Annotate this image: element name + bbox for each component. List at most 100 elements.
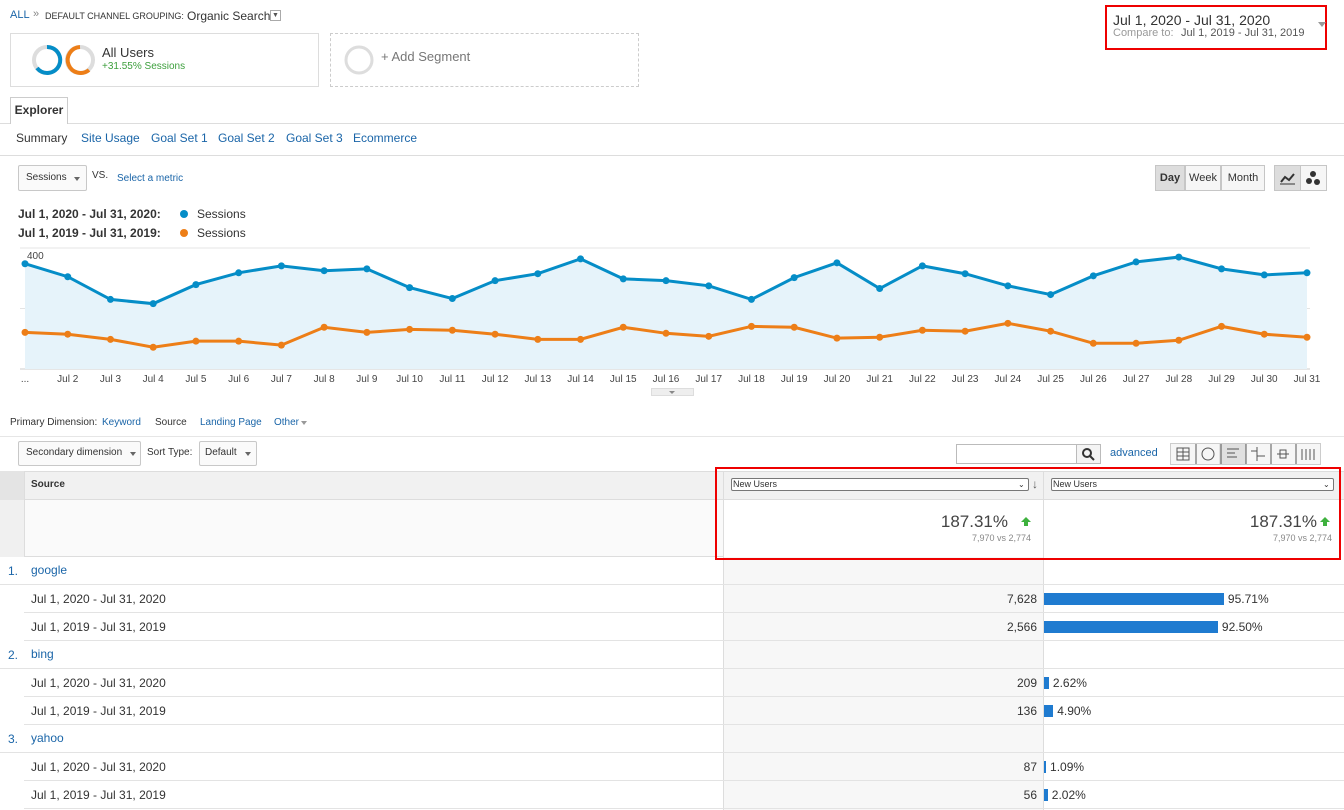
secondary-arrow	[130, 452, 136, 456]
secondary-dimension-select[interactable]	[18, 441, 141, 466]
breadcrumb-all[interactable]: ALL	[10, 9, 30, 21]
granularity-button[interactable]: Month	[1221, 165, 1265, 191]
metric-select-arrow: ⌄	[1323, 480, 1330, 489]
row-source[interactable]: google	[31, 563, 68, 577]
metric-select[interactable]	[731, 478, 1029, 491]
data-point	[64, 273, 72, 281]
motion-chart-toggle[interactable]	[1300, 165, 1327, 191]
share-label: 2.02%	[1051, 788, 1086, 802]
grouping-label: DEFAULT CHANNEL GROUPING:	[45, 11, 184, 21]
row-rule	[0, 668, 1344, 669]
index-header-bg	[0, 471, 24, 500]
data-point	[1132, 258, 1140, 266]
row-rule	[24, 724, 1344, 725]
x-tick-label: Jul 8	[314, 374, 336, 385]
period-label: Jul 1, 2019 - Jul 31, 2019	[31, 620, 166, 634]
date-range-compare: Jul 1, 2019 - Jul 31, 2019	[1181, 27, 1305, 39]
data-point	[1260, 271, 1268, 279]
data-point	[1004, 319, 1012, 327]
x-tick-label: Jul 16	[653, 374, 680, 385]
granularity-button[interactable]: Day	[1155, 165, 1185, 191]
select-metric[interactable]: Select a metric	[117, 173, 184, 184]
data-point	[235, 269, 243, 277]
x-tick-label: Jul 11	[439, 374, 465, 385]
data-point	[106, 295, 114, 303]
subtab[interactable]: Summary	[16, 131, 68, 145]
data-point	[619, 323, 627, 331]
line-chart-toggle[interactable]	[1274, 165, 1301, 191]
data-point	[149, 343, 157, 351]
view-toggles[interactable]	[1170, 443, 1321, 465]
data-point	[961, 327, 969, 335]
x-tick-label: Jul 7	[271, 374, 293, 385]
x-tick-label: Jul 3	[100, 374, 122, 385]
metric-select-label: Sessions	[26, 172, 67, 183]
data-point	[406, 325, 414, 333]
sort-type-label: Sort Type:	[147, 447, 193, 458]
granularity-button[interactable]: Week	[1185, 165, 1221, 191]
date-range-highlight[interactable]	[1105, 5, 1327, 50]
add-segment-card[interactable]	[330, 33, 639, 87]
x-tick-label: Jul 21	[866, 374, 893, 385]
row-rule	[0, 752, 1344, 753]
dimension-caret	[301, 421, 307, 425]
search-input[interactable]	[956, 444, 1077, 464]
data-point	[1047, 291, 1055, 299]
data-point	[106, 335, 114, 343]
x-tick-label: Jul 24	[995, 374, 1022, 385]
share-bar	[1044, 705, 1054, 717]
subtab[interactable]: Goal Set 3	[286, 131, 343, 145]
period-value: 87	[1023, 760, 1037, 774]
subtab[interactable]: Goal Set 1	[151, 131, 208, 145]
x-tick-label: Jul 30	[1251, 374, 1278, 385]
change-up-icon	[1021, 517, 1031, 522]
share-label: 95.71%	[1227, 592, 1269, 606]
summary-change: 187.31%	[940, 512, 1008, 531]
metric-select[interactable]	[1051, 478, 1334, 491]
metric-select-arrow	[74, 177, 80, 181]
data-point	[406, 284, 414, 292]
data-point	[833, 334, 841, 342]
x-tick-label: Jul 26	[1080, 374, 1107, 385]
y-tick-label: 400	[27, 251, 44, 262]
grouping-dropdown[interactable]: ▼	[270, 10, 281, 21]
data-point	[918, 262, 926, 270]
data-point	[363, 265, 371, 273]
dimension-option[interactable]: Landing Page	[200, 417, 262, 428]
share-bar	[1044, 621, 1218, 633]
row-rule	[24, 780, 1344, 781]
x-tick-label: Jul 13	[524, 374, 551, 385]
metric-select-arrow: ⌄	[1018, 480, 1025, 489]
summary-detail: 7,970 vs 2,774	[971, 533, 1031, 543]
x-tick-label: Jul 22	[909, 374, 936, 385]
x-tick-label: Jul 4	[143, 374, 165, 385]
subtab[interactable]: Site Usage	[81, 131, 140, 145]
data-point	[619, 275, 627, 283]
legend-entry: Sessions	[197, 226, 246, 240]
legend-period: Jul 1, 2019 - Jul 31, 2019:	[18, 226, 161, 240]
data-point	[747, 295, 755, 303]
x-tick-label: Jul 5	[185, 374, 207, 385]
x-tick-label: Jul 10	[396, 374, 423, 385]
sort-indicator: ↓	[1032, 477, 1038, 491]
data-point	[790, 323, 798, 331]
data-point	[577, 255, 585, 263]
dimension-option[interactable]: Keyword	[102, 417, 141, 428]
row-source[interactable]: bing	[31, 647, 54, 661]
tab-explorer[interactable]: Explorer	[10, 97, 68, 124]
data-point	[235, 337, 243, 345]
subtab[interactable]: Goal Set 2	[218, 131, 275, 145]
data-point	[1175, 253, 1183, 261]
period-value: 7,628	[1006, 592, 1037, 606]
search-button[interactable]	[1076, 444, 1101, 464]
data-point	[705, 282, 713, 290]
share-bar	[1044, 761, 1047, 773]
dimension-option[interactable]: Other	[274, 417, 300, 428]
subtab[interactable]: Ecommerce	[353, 131, 418, 145]
segment-card[interactable]	[10, 33, 319, 87]
row-source[interactable]: yahoo	[31, 731, 64, 745]
advanced-link[interactable]: advanced	[1110, 447, 1158, 459]
x-tick-label: Jul 27	[1123, 374, 1150, 385]
add-segment[interactable]: + Add Segment	[381, 49, 471, 64]
